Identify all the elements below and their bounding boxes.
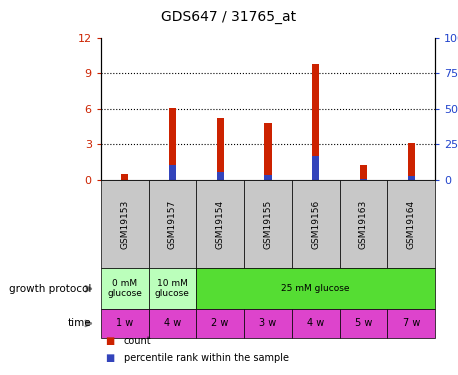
Text: ■: ■ (105, 336, 114, 346)
Bar (169, 108, 176, 180)
Text: 3 w: 3 w (259, 318, 277, 328)
Bar (244, 309, 292, 338)
Text: GSM19157: GSM19157 (168, 200, 177, 249)
Text: time: time (68, 318, 92, 328)
Text: 5 w: 5 w (355, 318, 372, 328)
Bar (408, 177, 415, 180)
Bar (148, 309, 196, 338)
Bar (387, 180, 435, 268)
Text: 4 w: 4 w (164, 318, 181, 328)
Bar (339, 180, 387, 268)
Text: 25 mM glucose: 25 mM glucose (282, 284, 350, 293)
Bar (217, 118, 224, 180)
Bar (196, 309, 244, 338)
Bar (264, 175, 272, 180)
Text: 10 mM
glucose: 10 mM glucose (155, 279, 190, 298)
Text: GDS647 / 31765_at: GDS647 / 31765_at (161, 10, 297, 24)
Text: count: count (124, 336, 151, 346)
Bar (101, 180, 148, 268)
Text: ■: ■ (105, 353, 114, 363)
Text: GSM19155: GSM19155 (263, 200, 273, 249)
Bar (339, 309, 387, 338)
Text: 1 w: 1 w (116, 318, 133, 328)
Bar (148, 180, 196, 268)
Bar (196, 268, 435, 309)
Bar (360, 179, 367, 180)
Bar (312, 64, 319, 180)
Bar (387, 309, 435, 338)
Bar (217, 172, 224, 180)
Text: 7 w: 7 w (403, 318, 420, 328)
Text: GSM19156: GSM19156 (311, 200, 320, 249)
Bar (312, 156, 319, 180)
Text: GSM19154: GSM19154 (216, 200, 225, 249)
Bar (360, 165, 367, 180)
Bar (101, 309, 148, 338)
Bar (196, 180, 244, 268)
Bar (292, 180, 339, 268)
Text: growth protocol: growth protocol (9, 284, 92, 294)
Bar (264, 123, 272, 180)
Text: GSM19164: GSM19164 (407, 200, 416, 249)
Bar (121, 174, 128, 180)
Bar (101, 268, 148, 309)
Bar (408, 143, 415, 180)
Bar (292, 309, 339, 338)
Text: 4 w: 4 w (307, 318, 324, 328)
Bar (244, 180, 292, 268)
Text: GSM19163: GSM19163 (359, 200, 368, 249)
Bar (169, 165, 176, 180)
Text: 2 w: 2 w (212, 318, 229, 328)
Text: 0 mM
glucose: 0 mM glucose (107, 279, 142, 298)
Text: GSM19153: GSM19153 (120, 200, 129, 249)
Bar (148, 268, 196, 309)
Text: percentile rank within the sample: percentile rank within the sample (124, 353, 289, 363)
